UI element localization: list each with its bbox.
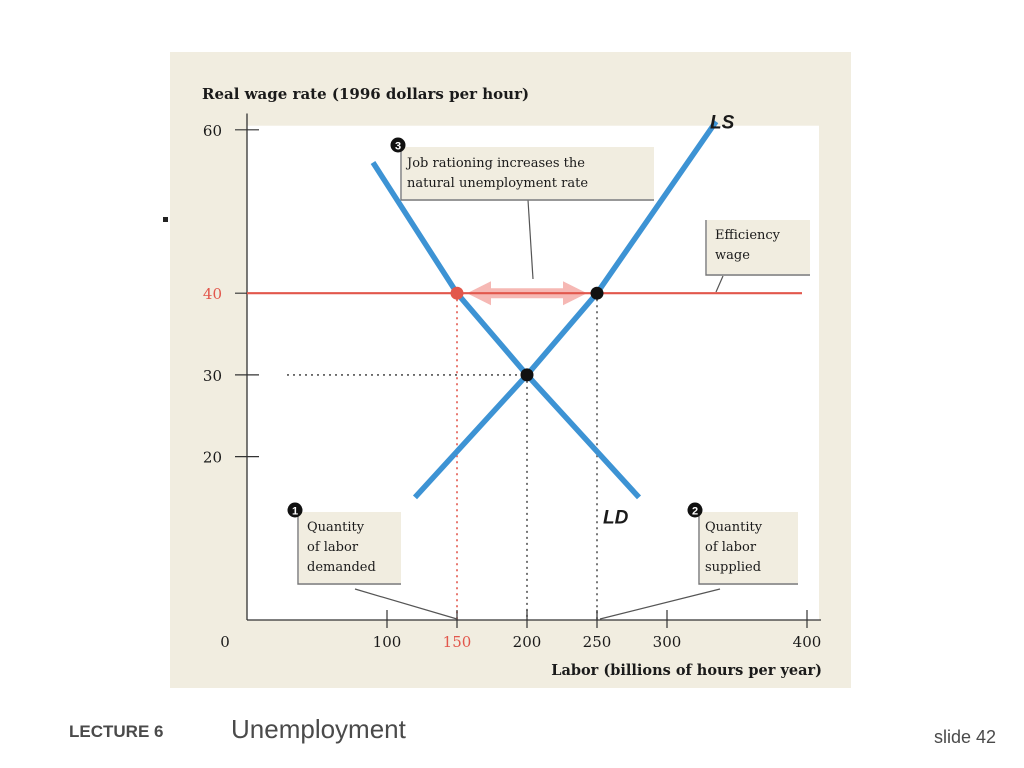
y-tick-label-30: 30 [203,367,222,385]
supplied-text-line-2: of labor [705,540,757,555]
x-tick-label-0: 0 [220,633,230,651]
efficiency-leader [715,275,724,293]
supplied-box-border [698,512,798,585]
supplied-leader [599,588,721,620]
y-tick-label-60: 60 [203,122,222,140]
job-rationing-text-line-2: natural unemployment rate [407,176,588,191]
point-250-40 [590,286,604,300]
labor-market-chart: Real wage rate (1996 dollars per hour) L… [202,85,822,679]
x-tick-label-150: 150 [443,633,472,651]
demanded-marker [287,502,303,518]
chart-panel: Real wage rate (1996 dollars per hour) L… [170,52,851,688]
job-rationing-text-line-1: Job rationing increases the [405,156,585,171]
curve-ld [370,161,642,500]
supplied-text-line-1: Quantity [705,520,763,535]
efficiency-text-line-1: Efficiency [715,228,781,243]
lecture-label: LECTURE 6 [69,722,164,741]
supplied-text-line-3: supplied [705,560,761,575]
x-tick-label-400: 400 [793,633,822,651]
demanded-box-fill [299,512,401,583]
efficiency-text-line-2: wage [715,248,750,263]
demanded-text-line-3: demanded [307,560,376,575]
demanded-marker-number: 1 [292,506,298,518]
job-rationing-leader [527,199,534,280]
curve-ls [412,120,719,500]
efficiency-box-border [705,220,810,276]
x-tick-label-100: 100 [373,633,402,651]
x-axis-label: Labor (billions of hours per year) [551,662,822,679]
curve-label-ld: LD [603,507,629,528]
supplied-marker [687,502,703,518]
point-150-40 [450,286,464,300]
y-axis-label: Real wage rate (1996 dollars per hour) [202,85,529,103]
x-tick-label-300: 300 [653,633,682,651]
slide-number: slide 42 [933,727,996,747]
job-rationing-box-fill [402,147,654,199]
supplied-marker-number: 2 [692,506,698,518]
job-rationing-marker [390,137,406,153]
demanded-box-border [297,512,401,585]
slide-title: Unemployment [231,714,406,744]
job-rationing-marker-number: 3 [395,141,401,153]
x-tick-label-250: 250 [583,633,612,651]
efficiency-box-fill [707,220,810,274]
demanded-text-line-1: Quantity [307,520,365,535]
x-tick-label-200: 200 [513,633,542,651]
curve-label-ls: LS [710,113,735,134]
job-rationing-box-border [400,147,654,201]
slide-bullet [163,217,168,222]
demanded-leader [354,588,458,620]
supplied-box-fill [700,512,798,583]
y-tick-label-40: 40 [203,285,222,303]
demanded-text-line-2: of labor [307,540,359,555]
y-tick-label-20: 20 [203,449,222,467]
point-200-30 [520,368,534,382]
